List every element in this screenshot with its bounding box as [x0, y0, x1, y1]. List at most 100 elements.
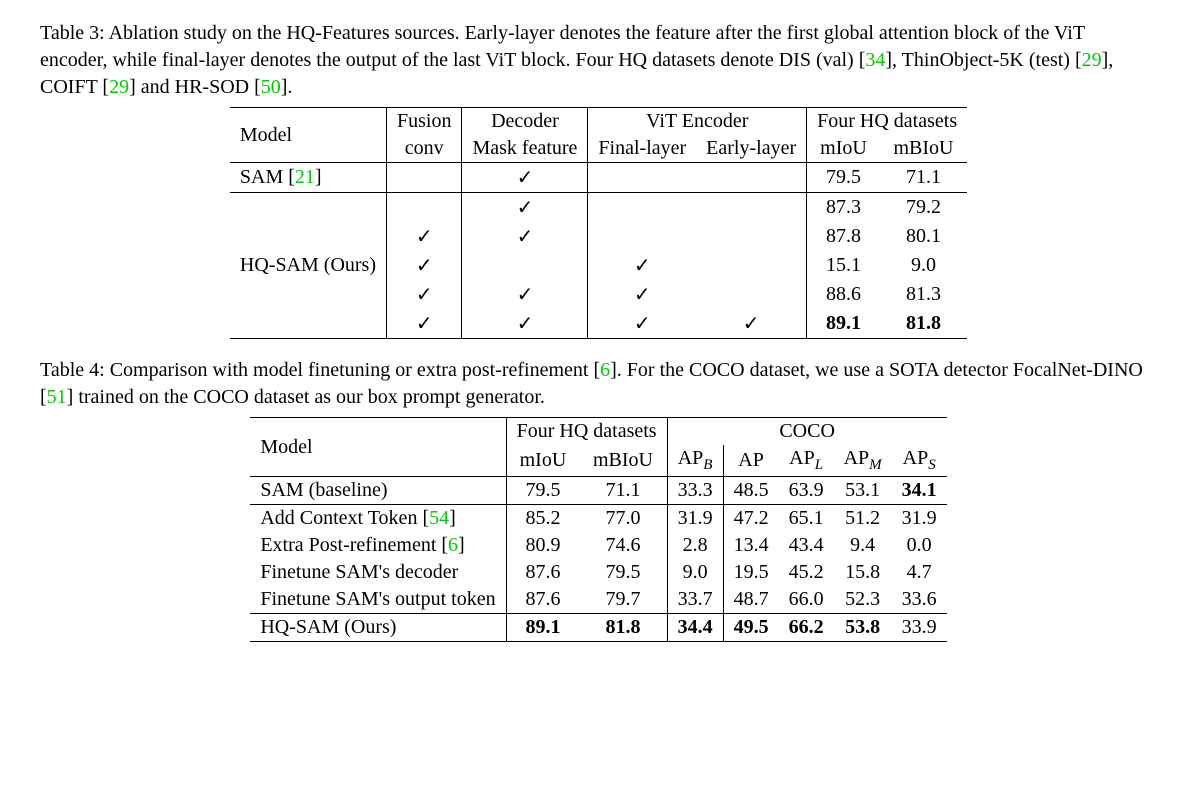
cell: 79.5 — [807, 163, 880, 193]
cell: 65.1 — [779, 505, 834, 533]
table3-caption: Table 3: Ablation study on the HQ-Featur… — [40, 20, 1157, 101]
checkmark: ✓ — [387, 251, 462, 280]
text: ] — [315, 166, 322, 188]
checkmark: ✓ — [387, 280, 462, 309]
cell: 15.8 — [834, 559, 892, 586]
checkmark — [588, 222, 696, 251]
text: Finetune SAM's output token — [260, 588, 495, 610]
cell: 15.1 — [807, 251, 880, 280]
cell: 79.5 — [579, 559, 667, 586]
checkmark — [462, 251, 588, 280]
checkmark — [588, 193, 696, 223]
table3-sub-maskfeat: Mask feature — [462, 135, 588, 163]
table4-sub-ap: AP — [723, 445, 779, 477]
cell: 31.9 — [892, 505, 947, 533]
cell: 45.2 — [779, 559, 834, 586]
table4-sub-apb: APB — [667, 445, 723, 477]
cell: 87.6 — [506, 559, 579, 586]
table4-col-coco: COCO — [667, 418, 947, 446]
cell: 87.3 — [807, 193, 880, 223]
table3-ours-model: HQ-SAM (Ours) — [230, 193, 387, 339]
cell: 87.8 — [807, 222, 880, 251]
table-row: HQ-SAM (Ours) 89.1 81.8 34.4 49.5 66.2 5… — [250, 614, 946, 642]
cell: 13.4 — [723, 532, 779, 559]
table4: Model Four HQ datasets COCO mIoU mBIoU A… — [250, 417, 946, 642]
cell: 88.6 — [807, 280, 880, 309]
cell: 33.3 — [667, 477, 723, 505]
cell: Extra Post-refinement [6] — [250, 532, 506, 559]
checkmark: ✓ — [387, 222, 462, 251]
cell: 66.2 — [779, 614, 834, 642]
citation[interactable]: 51 — [47, 386, 67, 408]
table-row: Finetune SAM's output token87.679.733.74… — [250, 586, 946, 614]
cell: 52.3 — [834, 586, 892, 614]
table3: Model Fusion Decoder ViT Encoder Four HQ… — [230, 107, 967, 339]
checkmark: ✓ — [462, 280, 588, 309]
cell: 9.4 — [834, 532, 892, 559]
cell: 81.8 — [880, 309, 967, 339]
checkmark: ✓ — [462, 222, 588, 251]
cell: 79.2 — [880, 193, 967, 223]
citation[interactable]: 29 — [1082, 49, 1102, 71]
table3-col-model: Model — [230, 108, 387, 163]
citation[interactable]: 54 — [429, 507, 449, 529]
cell: 66.0 — [779, 586, 834, 614]
cell: 19.5 — [723, 559, 779, 586]
table4-sub-aps: APS — [892, 445, 947, 477]
table3-sub-early: Early-layer — [696, 135, 806, 163]
cell: 80.1 — [880, 222, 967, 251]
checkmark: ✓ — [588, 309, 696, 339]
cell: 79.7 — [579, 586, 667, 614]
citation[interactable]: 29 — [109, 76, 129, 98]
cell: 49.5 — [723, 614, 779, 642]
checkmark — [696, 193, 806, 223]
text: ]. — [281, 76, 293, 98]
text: ] trained on the COCO dataset as our box… — [67, 386, 545, 408]
table3-sub-final: Final-layer — [588, 135, 696, 163]
text: ] — [458, 534, 465, 556]
table3-col-decoder: Decoder — [462, 108, 588, 136]
cell: SAM (baseline) — [250, 477, 506, 505]
text: ] — [449, 507, 456, 529]
cell: 47.2 — [723, 505, 779, 533]
table4-sub-miou: mIoU — [506, 445, 579, 477]
table-row: SAM [21] ✓ 79.5 71.1 — [230, 163, 967, 193]
cell: 79.5 — [506, 477, 579, 505]
table4-sub-mbiou: mBIoU — [579, 445, 667, 477]
text: ] and HR-SOD [ — [129, 76, 261, 98]
table-row: Finetune SAM's decoder87.679.59.019.545.… — [250, 559, 946, 586]
cell: 34.4 — [667, 614, 723, 642]
table-row: Add Context Token [54]85.277.031.947.265… — [250, 505, 946, 533]
citation[interactable]: 50 — [261, 76, 281, 98]
checkmark: ✓ — [696, 309, 806, 339]
cell: 80.9 — [506, 532, 579, 559]
cell: 4.7 — [892, 559, 947, 586]
cell: 71.1 — [579, 477, 667, 505]
cell: 71.1 — [880, 163, 967, 193]
table4-caption: Table 4: Comparison with model finetunin… — [40, 357, 1157, 411]
table3-col-vit: ViT Encoder — [588, 108, 807, 136]
table4-col-model: Model — [250, 418, 506, 477]
table3-sub-mbiou: mBIoU — [880, 135, 967, 163]
cell: 43.4 — [779, 532, 834, 559]
citation[interactable]: 6 — [600, 359, 610, 381]
cell: 0.0 — [892, 532, 947, 559]
text: Add Context Token [ — [260, 507, 429, 529]
checkmark: ✓ — [387, 309, 462, 339]
text: Finetune SAM's decoder — [260, 561, 458, 583]
cell: 63.9 — [779, 477, 834, 505]
cell: 77.0 — [579, 505, 667, 533]
table3-col-fourhq: Four HQ datasets — [807, 108, 967, 136]
cell: 48.7 — [723, 586, 779, 614]
cell: 48.5 — [723, 477, 779, 505]
citation[interactable]: 6 — [448, 534, 458, 556]
cell: 53.1 — [834, 477, 892, 505]
table-row: Extra Post-refinement [6]80.974.62.813.4… — [250, 532, 946, 559]
cell: 53.8 — [834, 614, 892, 642]
cell: 87.6 — [506, 586, 579, 614]
citation[interactable]: 21 — [295, 166, 315, 188]
cell: 33.6 — [892, 586, 947, 614]
citation[interactable]: 34 — [865, 49, 885, 71]
checkmark: ✓ — [588, 280, 696, 309]
table3-sam-model: SAM [21] — [230, 163, 387, 193]
